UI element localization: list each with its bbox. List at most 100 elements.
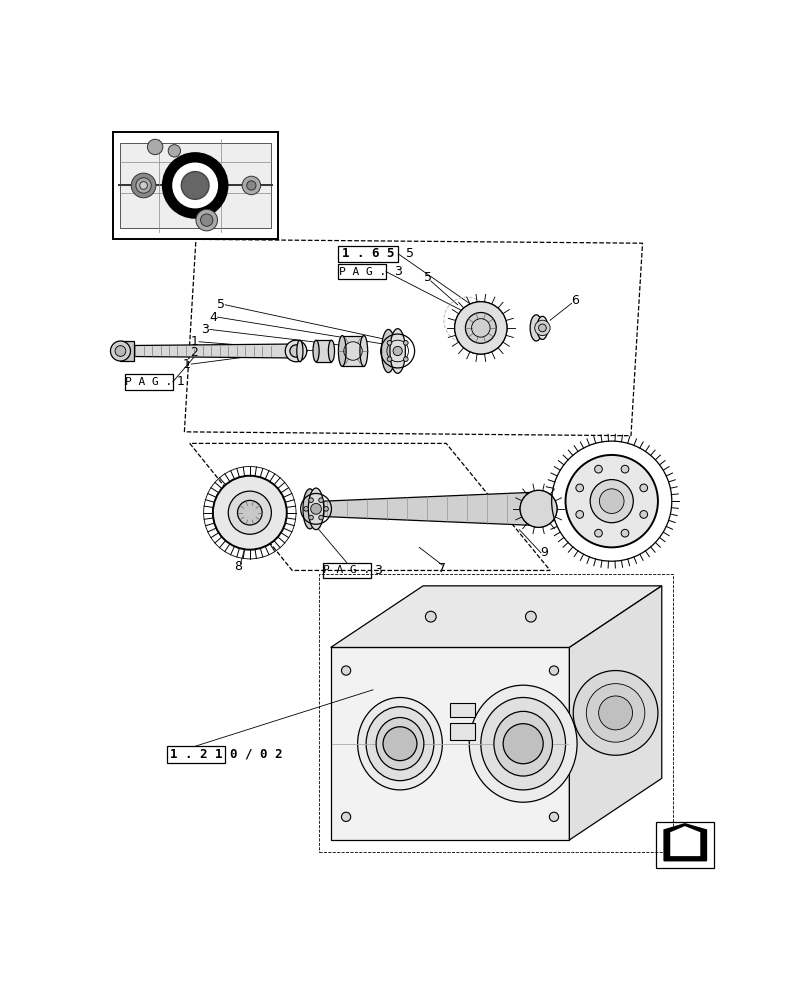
Ellipse shape: [308, 488, 324, 530]
Bar: [125, 374, 173, 389]
Circle shape: [639, 511, 647, 518]
Ellipse shape: [366, 707, 433, 781]
Circle shape: [135, 178, 151, 193]
Ellipse shape: [328, 340, 334, 362]
Text: 3: 3: [393, 265, 401, 278]
Circle shape: [341, 812, 350, 821]
Bar: [449, 723, 474, 740]
Circle shape: [115, 346, 126, 356]
Bar: [319, 574, 672, 852]
Bar: [341, 336, 363, 366]
Circle shape: [525, 611, 535, 622]
Circle shape: [534, 320, 550, 336]
Ellipse shape: [536, 316, 547, 339]
Bar: [113, 132, 278, 239]
Text: 4: 4: [208, 311, 217, 324]
Circle shape: [212, 476, 286, 550]
Text: 2: 2: [191, 346, 198, 359]
Text: 1 . 2 1: 1 . 2 1: [169, 748, 222, 761]
Text: 0 / 0 2: 0 / 0 2: [230, 748, 282, 761]
Bar: [655, 822, 713, 868]
Circle shape: [247, 181, 255, 190]
Ellipse shape: [303, 489, 316, 529]
Circle shape: [290, 345, 302, 357]
Circle shape: [598, 696, 632, 730]
Circle shape: [131, 173, 156, 198]
Polygon shape: [663, 824, 706, 861]
Text: 5: 5: [217, 298, 225, 311]
Circle shape: [110, 341, 131, 361]
Circle shape: [620, 465, 628, 473]
Circle shape: [114, 348, 120, 354]
Ellipse shape: [530, 315, 542, 341]
Text: 1: 1: [191, 335, 198, 348]
Text: 6: 6: [570, 294, 578, 307]
Circle shape: [148, 139, 163, 155]
Text: 5: 5: [424, 271, 432, 284]
Circle shape: [319, 515, 323, 520]
Bar: [315, 340, 331, 362]
Ellipse shape: [338, 336, 345, 366]
Polygon shape: [120, 143, 270, 228]
Circle shape: [575, 511, 583, 518]
Polygon shape: [569, 586, 661, 840]
Circle shape: [387, 357, 392, 361]
Circle shape: [599, 489, 624, 513]
Circle shape: [168, 145, 180, 157]
Ellipse shape: [493, 711, 551, 776]
Circle shape: [425, 611, 436, 622]
Polygon shape: [669, 826, 699, 856]
Ellipse shape: [359, 336, 367, 366]
Circle shape: [174, 164, 217, 207]
Circle shape: [341, 666, 350, 675]
Text: 1: 1: [177, 375, 184, 388]
Circle shape: [454, 302, 506, 354]
Ellipse shape: [469, 685, 577, 802]
Text: 1: 1: [182, 358, 191, 371]
Circle shape: [520, 490, 556, 527]
Circle shape: [393, 346, 401, 356]
Ellipse shape: [297, 340, 303, 362]
Text: 3: 3: [201, 323, 209, 336]
Bar: [338, 246, 398, 262]
Circle shape: [200, 214, 212, 226]
Circle shape: [564, 455, 657, 547]
Circle shape: [586, 684, 644, 742]
Polygon shape: [324, 492, 542, 526]
Circle shape: [639, 484, 647, 492]
Bar: [166, 746, 225, 763]
Circle shape: [311, 503, 321, 514]
Ellipse shape: [357, 698, 442, 790]
Text: P A G .: P A G .: [125, 377, 173, 387]
Ellipse shape: [312, 340, 319, 362]
Ellipse shape: [375, 718, 423, 770]
Polygon shape: [330, 586, 661, 647]
Circle shape: [237, 500, 262, 525]
Circle shape: [228, 491, 271, 534]
Circle shape: [594, 529, 602, 537]
Circle shape: [590, 480, 633, 523]
Text: 9: 9: [539, 546, 547, 559]
Circle shape: [538, 324, 546, 332]
Bar: [323, 563, 371, 578]
Circle shape: [549, 666, 558, 675]
Bar: [338, 264, 386, 279]
Circle shape: [181, 172, 208, 199]
Circle shape: [503, 724, 543, 764]
Circle shape: [308, 498, 313, 502]
Polygon shape: [120, 344, 288, 358]
Circle shape: [573, 671, 657, 755]
Text: 7: 7: [438, 562, 446, 575]
Bar: [120, 341, 134, 361]
Circle shape: [387, 341, 392, 345]
Text: 3: 3: [374, 564, 382, 577]
Circle shape: [163, 153, 227, 218]
Text: 1 . 6 5: 1 . 6 5: [341, 247, 394, 260]
Ellipse shape: [389, 329, 405, 373]
Circle shape: [594, 465, 602, 473]
Circle shape: [308, 515, 313, 520]
Circle shape: [195, 209, 217, 231]
Circle shape: [575, 484, 583, 492]
Circle shape: [242, 176, 260, 195]
Circle shape: [303, 507, 308, 511]
